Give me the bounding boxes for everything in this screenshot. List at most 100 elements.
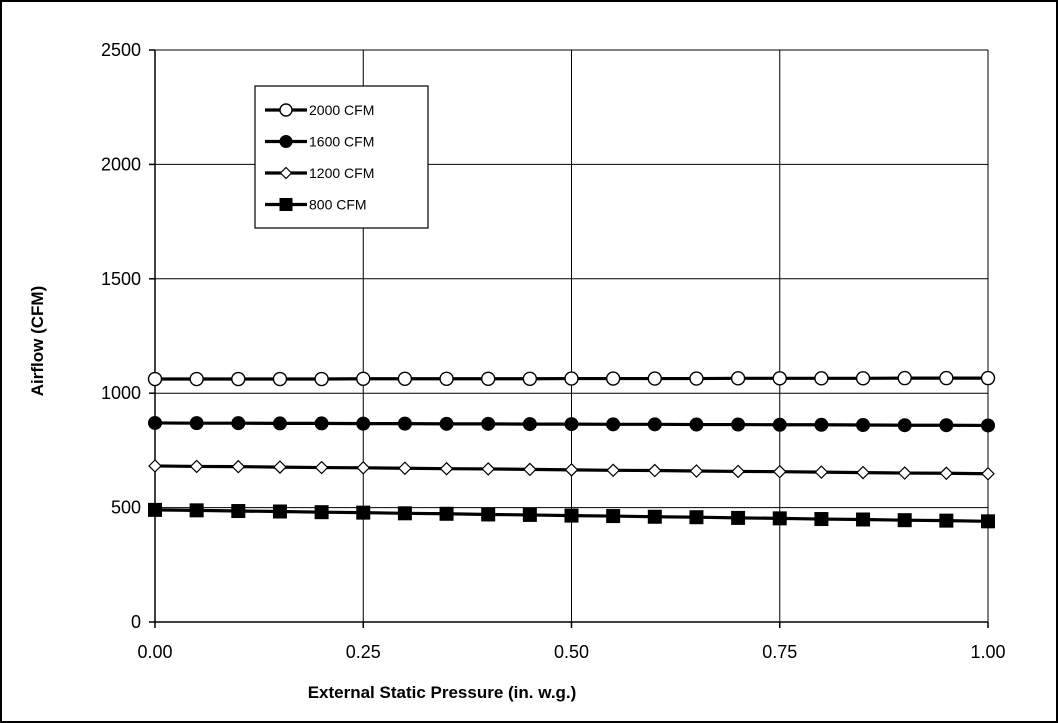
data-point	[856, 465, 870, 480]
data-point	[481, 371, 496, 386]
data-point	[481, 462, 496, 476]
data-point	[814, 417, 829, 432]
legend-marker	[279, 135, 293, 148]
data-point	[189, 416, 204, 431]
x-tick-label: 0.25	[346, 642, 381, 662]
data-point	[231, 504, 246, 519]
y-tick-label: 2000	[101, 154, 141, 174]
legend-item: 1600 CFM	[265, 134, 374, 150]
series-1600-cfm	[148, 415, 995, 433]
data-point	[772, 511, 787, 526]
legend-marker	[279, 198, 293, 211]
data-point	[772, 417, 787, 432]
data-point	[272, 504, 287, 519]
data-point	[481, 507, 496, 522]
legend-label: 1600 CFM	[309, 134, 374, 150]
y-tick-label: 2500	[101, 40, 141, 60]
y-tick-label: 500	[111, 498, 141, 518]
data-point	[856, 418, 871, 433]
data-point	[523, 462, 537, 477]
x-tick-label: 0.00	[137, 642, 172, 662]
data-point	[564, 508, 579, 523]
data-point	[731, 417, 746, 432]
data-point	[564, 417, 579, 432]
data-point	[439, 461, 454, 476]
data-point	[647, 417, 662, 432]
data-point	[314, 416, 329, 431]
legend-item: 2000 CFM	[265, 102, 374, 118]
legend-label: 2000 CFM	[309, 102, 374, 118]
legend-marker	[279, 103, 293, 117]
series-800-cfm	[148, 502, 995, 529]
data-point	[939, 370, 954, 386]
data-point	[981, 514, 995, 529]
data-point	[439, 506, 454, 521]
x-tick-label: 0.75	[762, 642, 797, 662]
legend-label: 800 CFM	[309, 197, 367, 213]
data-point	[522, 417, 537, 432]
legend: 2000 CFM 1600 CFM 1200 CFM 800 CFM	[254, 85, 429, 229]
data-point	[564, 462, 579, 477]
data-point	[647, 371, 662, 386]
data-point	[272, 416, 287, 431]
data-point	[814, 512, 829, 527]
data-point	[231, 416, 246, 431]
data-point	[398, 461, 412, 476]
data-point	[356, 371, 371, 386]
data-point	[647, 509, 662, 524]
data-point	[606, 463, 620, 478]
data-point	[564, 371, 579, 386]
data-point	[397, 371, 413, 386]
data-point	[981, 466, 995, 481]
series-1200-cfm	[148, 459, 995, 481]
series-2000-cfm	[147, 370, 996, 387]
data-point	[897, 370, 912, 386]
data-point	[939, 466, 954, 481]
data-point	[481, 416, 496, 431]
data-point	[148, 459, 162, 473]
grid-lines	[155, 49, 989, 622]
legend-label: 1200 CFM	[309, 165, 374, 181]
data-point	[980, 370, 996, 386]
data-point	[522, 371, 538, 386]
data-point	[439, 371, 454, 386]
y-axis-title: Airflow (CFM)	[28, 286, 47, 396]
data-point	[314, 371, 329, 387]
data-point	[606, 509, 621, 524]
y-tick-label: 0	[131, 612, 141, 632]
data-point	[689, 510, 704, 525]
x-tick-label: 0.50	[554, 642, 589, 662]
data-point	[605, 371, 621, 386]
data-point	[731, 510, 746, 525]
data-point	[148, 415, 162, 430]
data-point	[231, 371, 246, 387]
data-point	[397, 416, 412, 431]
x-axis-title: External Static Pressure (in. w.g.)	[308, 683, 577, 702]
data-point	[689, 464, 704, 478]
y-tick-labels: 0 500 1000 1500 2000 2500	[101, 40, 141, 632]
data-point	[189, 459, 204, 474]
data-point	[856, 512, 871, 527]
data-point	[647, 463, 662, 478]
y-tick-label: 1500	[101, 269, 141, 289]
data-point	[314, 505, 329, 520]
data-point	[314, 460, 329, 475]
data-point	[148, 502, 162, 517]
data-point	[897, 466, 912, 480]
data-point	[897, 513, 912, 528]
y-tick-label: 1000	[101, 383, 141, 403]
data-point	[522, 507, 537, 522]
data-point	[189, 371, 204, 387]
legend-item: 1200 CFM	[265, 165, 374, 181]
axes	[149, 49, 989, 628]
data-point	[897, 418, 912, 433]
series-group	[147, 370, 996, 529]
data-point	[689, 417, 704, 432]
data-point	[939, 418, 954, 433]
x-tick-label: 1.00	[970, 642, 1005, 662]
data-point	[606, 417, 621, 432]
data-point	[772, 464, 787, 479]
data-point	[855, 371, 871, 386]
